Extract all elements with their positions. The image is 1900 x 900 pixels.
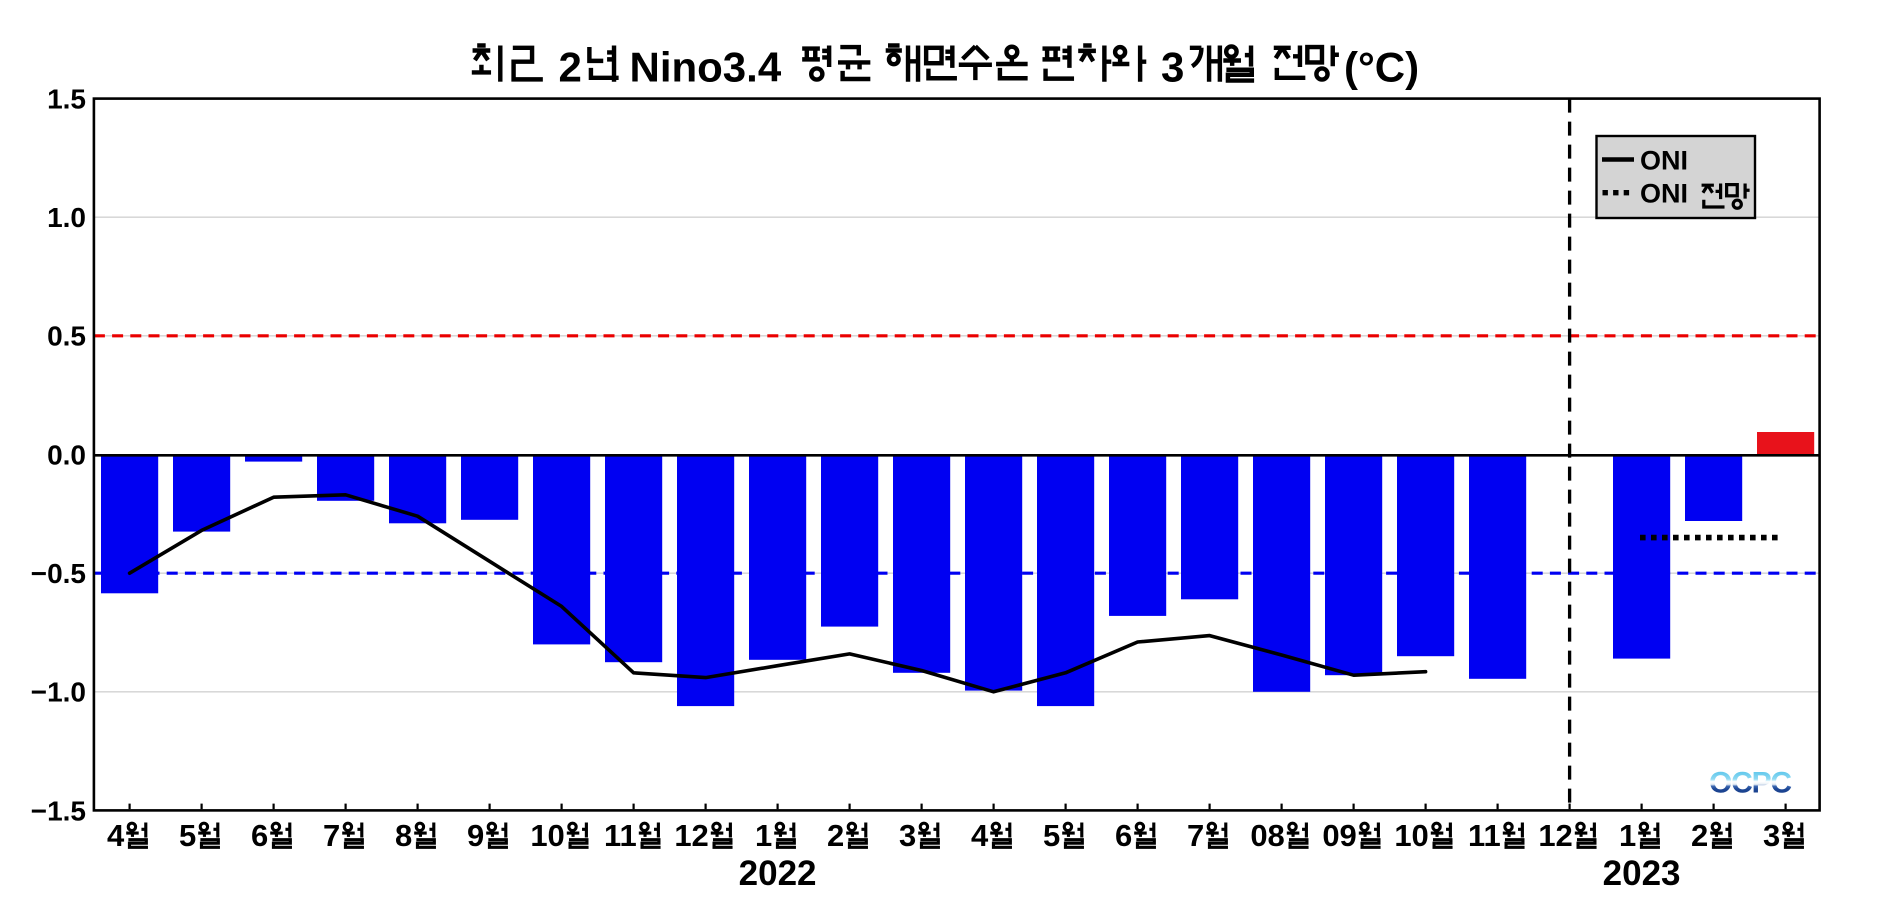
svg-text:10: 10 xyxy=(530,818,564,853)
svg-text:−0.5: −0.5 xyxy=(31,558,86,589)
svg-text:ONI: ONI xyxy=(1640,179,1688,209)
svg-text:12: 12 xyxy=(674,818,708,853)
svg-text:0.5: 0.5 xyxy=(47,321,86,352)
svg-text:5: 5 xyxy=(1043,818,1060,853)
svg-text:4: 4 xyxy=(971,818,989,853)
svg-text:2: 2 xyxy=(559,44,582,91)
svg-text:2: 2 xyxy=(827,818,844,853)
svg-text:6: 6 xyxy=(1115,818,1132,853)
svg-text:2: 2 xyxy=(1691,818,1708,853)
svg-text:−1.5: −1.5 xyxy=(31,795,86,826)
svg-text:8: 8 xyxy=(395,818,412,853)
svg-text:11: 11 xyxy=(604,818,637,853)
svg-text:1: 1 xyxy=(755,818,772,853)
svg-text:3: 3 xyxy=(899,818,916,853)
svg-text:10: 10 xyxy=(1394,818,1428,853)
svg-text:2023: 2023 xyxy=(1603,854,1681,893)
svg-text:7: 7 xyxy=(1187,818,1204,853)
svg-text:09: 09 xyxy=(1322,818,1356,853)
svg-text:5: 5 xyxy=(179,818,196,853)
svg-text:11: 11 xyxy=(1468,818,1501,853)
svg-text:−1.0: −1.0 xyxy=(31,677,86,708)
svg-text:9: 9 xyxy=(467,818,484,853)
svg-text:08: 08 xyxy=(1250,818,1284,853)
svg-text:2022: 2022 xyxy=(739,854,817,893)
svg-text:(°C): (°C) xyxy=(1344,44,1419,91)
svg-text:1.0: 1.0 xyxy=(47,202,86,233)
svg-text:1: 1 xyxy=(1619,818,1636,853)
svg-text:0.0: 0.0 xyxy=(47,439,86,470)
svg-text:1.5: 1.5 xyxy=(47,83,86,114)
svg-text:ONI: ONI xyxy=(1640,145,1688,175)
svg-text:OCPC: OCPC xyxy=(1709,767,1791,800)
svg-text:Nino3.4: Nino3.4 xyxy=(630,44,782,91)
svg-text:6: 6 xyxy=(251,818,268,853)
svg-text:3: 3 xyxy=(1763,818,1780,853)
svg-text:7: 7 xyxy=(323,818,340,853)
svg-text:4: 4 xyxy=(107,818,125,853)
svg-text:3: 3 xyxy=(1161,44,1184,91)
svg-text:12: 12 xyxy=(1538,818,1572,853)
